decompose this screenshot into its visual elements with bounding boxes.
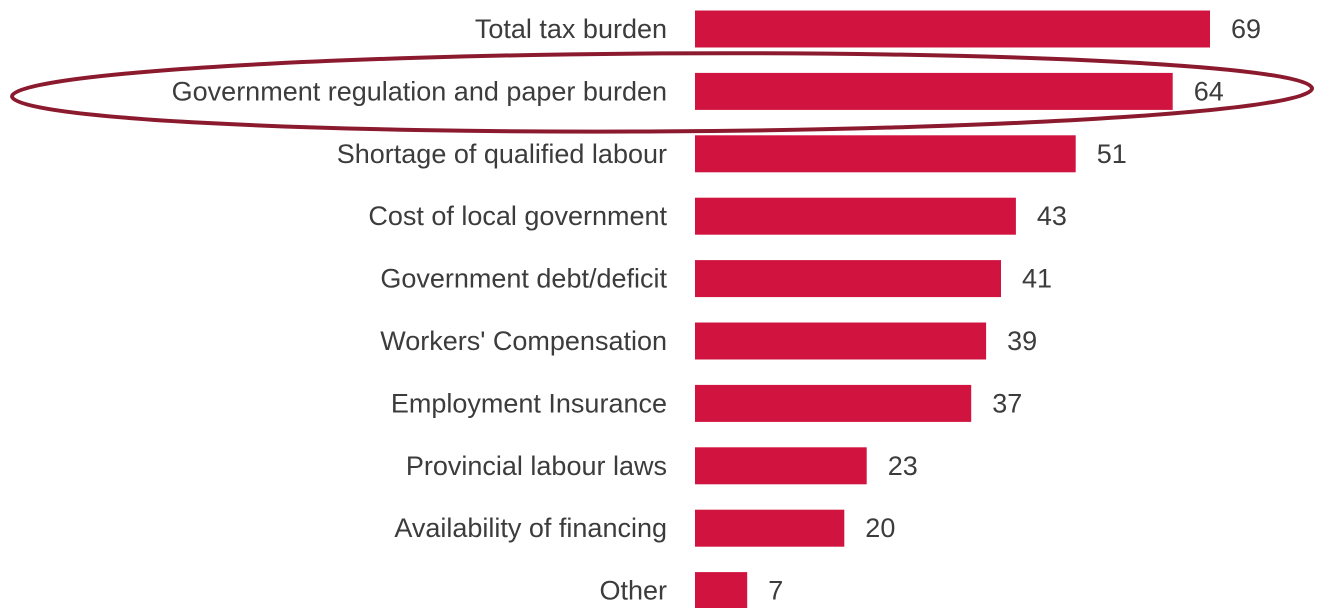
category-label: Government regulation and paper burden [172, 76, 667, 106]
value-label: 64 [1194, 76, 1224, 106]
bar [695, 260, 1001, 298]
value-label: 43 [1037, 201, 1067, 231]
category-label: Shortage of qualified labour [337, 139, 667, 169]
category-label: Provincial labour laws [406, 451, 667, 481]
category-label: Availability of financing [394, 513, 667, 543]
category-label: Total tax burden [475, 14, 667, 44]
labels-group: Total tax burden 69 Government regulation … [172, 14, 1261, 606]
value-label: 23 [888, 451, 918, 481]
bar [695, 10, 1210, 48]
bar [695, 197, 1016, 235]
value-label: 51 [1097, 139, 1127, 169]
value-label: 7 [768, 576, 783, 606]
highlight-ellipse [10, 51, 1314, 134]
bars-group [695, 10, 1210, 608]
value-label: 37 [992, 388, 1022, 418]
category-label: Cost of local government [368, 201, 667, 231]
value-label: 39 [1007, 326, 1037, 356]
bar [695, 72, 1173, 110]
value-label: 41 [1022, 264, 1052, 294]
category-label: Other [599, 576, 667, 606]
highlight-group [10, 51, 1314, 134]
bar [695, 509, 845, 547]
category-label: Workers' Compensation [380, 326, 667, 356]
bar [695, 322, 987, 360]
bar [695, 135, 1076, 173]
category-label: Employment Insurance [391, 388, 667, 418]
bar [695, 447, 867, 485]
value-label: 20 [865, 513, 895, 543]
category-label: Government debt/deficit [380, 264, 667, 294]
bar [695, 572, 748, 608]
value-label: 69 [1231, 14, 1261, 44]
bar [695, 384, 972, 422]
